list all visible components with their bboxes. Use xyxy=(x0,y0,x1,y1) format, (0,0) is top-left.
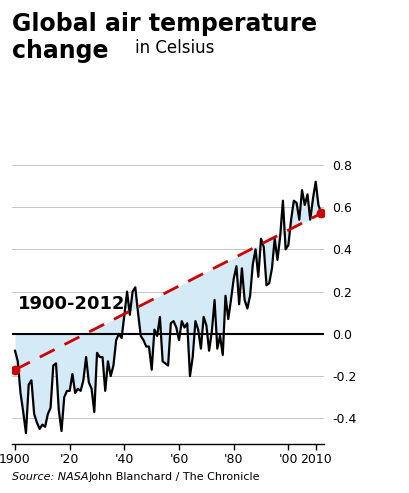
Text: Source: NASA: Source: NASA xyxy=(12,472,89,482)
Text: 1900-2012: 1900-2012 xyxy=(18,295,125,313)
Text: in Celsius: in Celsius xyxy=(135,39,214,58)
Text: John Blanchard / The Chronicle: John Blanchard / The Chronicle xyxy=(88,472,259,482)
Text: Global air temperature: Global air temperature xyxy=(12,12,317,36)
Text: change: change xyxy=(12,39,108,64)
